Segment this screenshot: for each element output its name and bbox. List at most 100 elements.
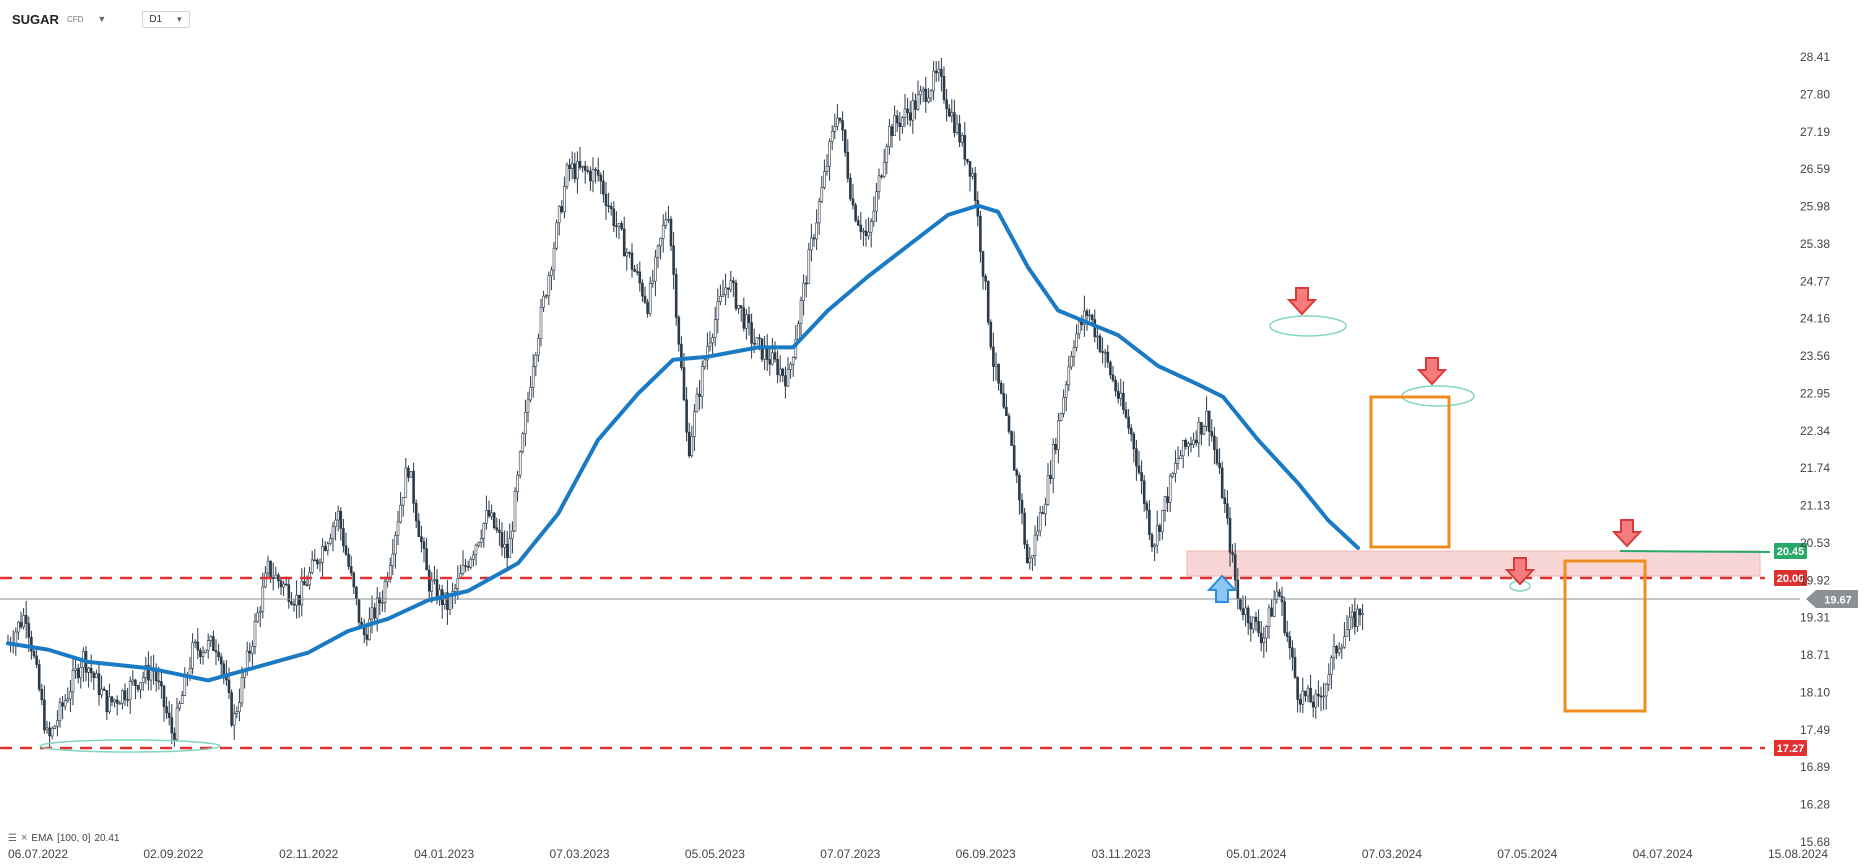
trend-price-tag: 20.45 bbox=[1774, 543, 1807, 559]
candle-body bbox=[823, 171, 826, 188]
candle-body bbox=[227, 679, 231, 693]
candle-body bbox=[885, 146, 889, 163]
candle-body bbox=[1028, 557, 1032, 563]
candle-body bbox=[43, 699, 46, 731]
y-tick-label: 27.19 bbox=[1800, 125, 1830, 139]
candle-body bbox=[396, 521, 400, 536]
candle-body bbox=[781, 368, 785, 376]
candle-body bbox=[1140, 472, 1143, 482]
candle-body bbox=[347, 553, 350, 567]
indicator-settings-icon[interactable]: ☰ bbox=[8, 832, 17, 844]
candle-body bbox=[1176, 458, 1180, 464]
candle-body bbox=[438, 589, 441, 601]
candle-body bbox=[1116, 390, 1120, 399]
candle-body bbox=[222, 663, 226, 675]
y-tick-label: 26.59 bbox=[1800, 162, 1830, 176]
candle-body bbox=[833, 126, 837, 132]
candle-body bbox=[313, 559, 317, 562]
candle-body bbox=[537, 338, 540, 356]
candle-body bbox=[1184, 439, 1188, 447]
candle-body bbox=[1106, 351, 1110, 363]
candle-body bbox=[326, 543, 330, 551]
candle-body bbox=[828, 141, 831, 167]
candle-body bbox=[1285, 632, 1289, 637]
candle-body bbox=[1005, 406, 1008, 417]
low-ellipse bbox=[39, 739, 221, 753]
candle-body bbox=[698, 393, 701, 397]
candle-body bbox=[550, 269, 553, 276]
candle-body bbox=[1317, 693, 1320, 697]
sell-arrow-icon bbox=[1504, 557, 1536, 586]
y-tick-label: 28.41 bbox=[1800, 50, 1830, 64]
symbol-dropdown-icon[interactable]: ▼ bbox=[97, 14, 107, 24]
candle-body bbox=[134, 679, 137, 686]
candle-body bbox=[552, 247, 556, 271]
candle-body bbox=[867, 231, 870, 237]
candle-body bbox=[895, 115, 899, 124]
candle-body bbox=[123, 690, 127, 700]
candle-body bbox=[331, 526, 335, 539]
candle-body bbox=[196, 641, 200, 651]
candle-body bbox=[407, 467, 410, 478]
candle-body bbox=[979, 215, 982, 252]
candle-body bbox=[433, 579, 436, 582]
candle-body bbox=[924, 88, 928, 102]
candle-body bbox=[768, 359, 772, 365]
candle-body bbox=[942, 76, 946, 101]
candle-body bbox=[1148, 509, 1151, 536]
candle-body bbox=[300, 581, 304, 606]
candle-body bbox=[456, 578, 460, 589]
candle-body bbox=[71, 669, 75, 693]
candle-body bbox=[901, 117, 904, 127]
x-tick-label: 04.01.2023 bbox=[414, 847, 474, 861]
candle-body bbox=[1054, 443, 1058, 450]
candle-body bbox=[617, 223, 621, 227]
candle-body bbox=[240, 677, 244, 704]
candle-body bbox=[932, 70, 935, 92]
candle-body bbox=[30, 636, 33, 652]
candle-body bbox=[50, 728, 54, 737]
candle-body bbox=[425, 548, 428, 571]
candle-body bbox=[742, 307, 746, 329]
candle-body bbox=[1025, 543, 1029, 564]
candle-body bbox=[394, 534, 397, 555]
candle-body bbox=[212, 636, 215, 651]
candle-body bbox=[1192, 439, 1195, 445]
y-tick-label: 24.77 bbox=[1800, 274, 1830, 288]
candle-body bbox=[758, 337, 761, 340]
candle-body bbox=[355, 586, 358, 600]
current-price-tag: 19.67 bbox=[1806, 590, 1858, 608]
candle-body bbox=[635, 271, 639, 273]
candle-body bbox=[726, 287, 730, 290]
candle-body bbox=[139, 682, 142, 690]
candle-body bbox=[1018, 475, 1021, 501]
x-tick-label: 02.11.2022 bbox=[279, 847, 338, 861]
candle-body bbox=[1228, 517, 1232, 553]
candle-body bbox=[235, 711, 239, 714]
candle-body bbox=[1194, 439, 1198, 444]
candle-body bbox=[680, 343, 683, 368]
candle-body bbox=[505, 543, 509, 558]
candle-body bbox=[529, 387, 532, 401]
candle-body bbox=[53, 726, 57, 729]
candle-body bbox=[1142, 480, 1146, 504]
candle-body bbox=[752, 342, 756, 345]
candle-body bbox=[297, 594, 301, 606]
candle-body bbox=[365, 634, 369, 640]
candle-body bbox=[1332, 645, 1336, 658]
candle-body bbox=[596, 169, 600, 176]
candle-body bbox=[703, 359, 707, 367]
timeframe-select[interactable]: D1 ▼ bbox=[142, 10, 191, 28]
candle-body bbox=[368, 618, 371, 640]
candle-body bbox=[804, 282, 808, 285]
candle-body bbox=[563, 186, 566, 213]
candle-body bbox=[1150, 534, 1154, 548]
candle-body bbox=[971, 173, 974, 177]
close-icon[interactable]: × bbox=[20, 832, 28, 844]
symbol-name[interactable]: SUGAR bbox=[12, 11, 59, 27]
x-tick-label: 06.09.2023 bbox=[956, 847, 1016, 861]
candle-body bbox=[417, 520, 421, 538]
candle-body bbox=[737, 305, 740, 309]
candle-body bbox=[843, 129, 847, 153]
